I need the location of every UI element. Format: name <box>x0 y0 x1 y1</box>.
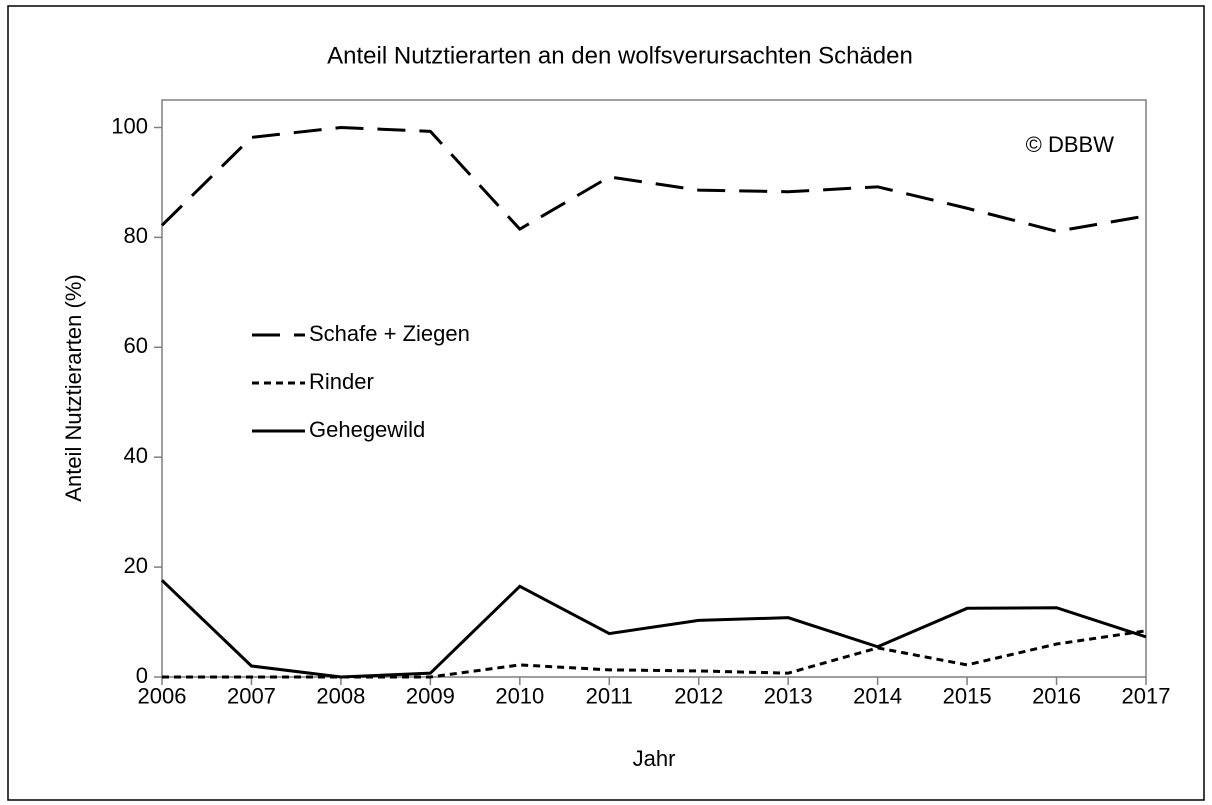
x-axis-label: Jahr <box>633 746 676 771</box>
x-tick-label: 2011 <box>586 683 633 708</box>
x-tick-label: 2010 <box>495 683 544 708</box>
y-tick-label: 60 <box>124 333 148 358</box>
y-tick-label: 100 <box>111 113 148 138</box>
y-axis-label: Anteil Nutztierarten (%) <box>61 274 86 501</box>
x-tick-label: 2008 <box>316 683 365 708</box>
legend-label: Rinder <box>309 369 374 394</box>
y-tick-label: 20 <box>124 553 148 578</box>
x-tick-label: 2007 <box>227 683 276 708</box>
series-line <box>162 629 1147 679</box>
x-tick-label: 2006 <box>138 683 187 708</box>
y-tick-label: 0 <box>136 663 148 688</box>
x-tick-label: 2017 <box>1122 683 1171 708</box>
x-tick-label: 2009 <box>406 683 455 708</box>
series-line <box>160 579 1147 679</box>
y-tick-label: 80 <box>124 223 148 248</box>
chart-frame <box>7 5 1205 801</box>
x-tick-label: 2015 <box>943 683 992 708</box>
x-tick-label: 2014 <box>853 683 902 708</box>
annotation: © DBBW <box>1026 132 1115 157</box>
legend-label: Gehegewild <box>309 417 425 442</box>
x-tick-label: 2016 <box>1032 683 1081 708</box>
chart-title: Anteil Nutztierarten an den wolfsverursa… <box>327 42 913 69</box>
plot-frame <box>161 99 1147 678</box>
y-tick-label: 40 <box>124 443 148 468</box>
x-tick-label: 2013 <box>764 683 813 708</box>
legend-label: Schafe + Ziegen <box>309 321 470 346</box>
x-tick-label: 2012 <box>674 683 723 708</box>
